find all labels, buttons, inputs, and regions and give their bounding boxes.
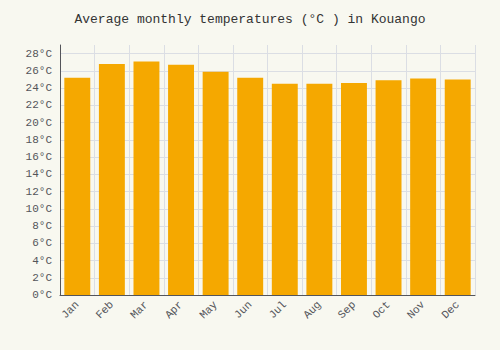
svg-text:Apr: Apr [163,299,185,321]
svg-text:4°C: 4°C [32,255,52,267]
svg-text:Sep: Sep [336,299,358,321]
svg-text:Dec: Dec [439,299,461,321]
svg-text:2°C: 2°C [32,272,52,284]
svg-text:20°C: 20°C [26,117,53,129]
svg-text:Aug: Aug [301,299,323,321]
svg-text:Oct: Oct [370,299,392,321]
svg-text:Nov: Nov [405,298,428,321]
svg-text:8°C: 8°C [32,220,52,232]
svg-text:16°C: 16°C [26,151,53,163]
svg-text:Jan: Jan [59,299,81,321]
svg-text:10°C: 10°C [26,203,53,215]
svg-text:0°C: 0°C [32,289,52,301]
svg-text:Average monthly temperatures (: Average monthly temperatures (°C ) in Ko… [74,12,425,27]
svg-text:24°C: 24°C [26,82,53,94]
svg-text:Jul: Jul [267,299,289,321]
svg-text:Feb: Feb [94,299,116,321]
svg-text:18°C: 18°C [26,134,53,146]
svg-text:May: May [197,298,220,321]
svg-text:Jun: Jun [232,299,254,321]
svg-text:Mar: Mar [128,299,150,321]
svg-text:28°C: 28°C [26,48,53,60]
svg-text:14°C: 14°C [26,168,53,180]
svg-text:6°C: 6°C [32,237,52,249]
svg-text:12°C: 12°C [26,186,53,198]
svg-text:22°C: 22°C [26,99,53,111]
svg-text:26°C: 26°C [26,65,53,77]
